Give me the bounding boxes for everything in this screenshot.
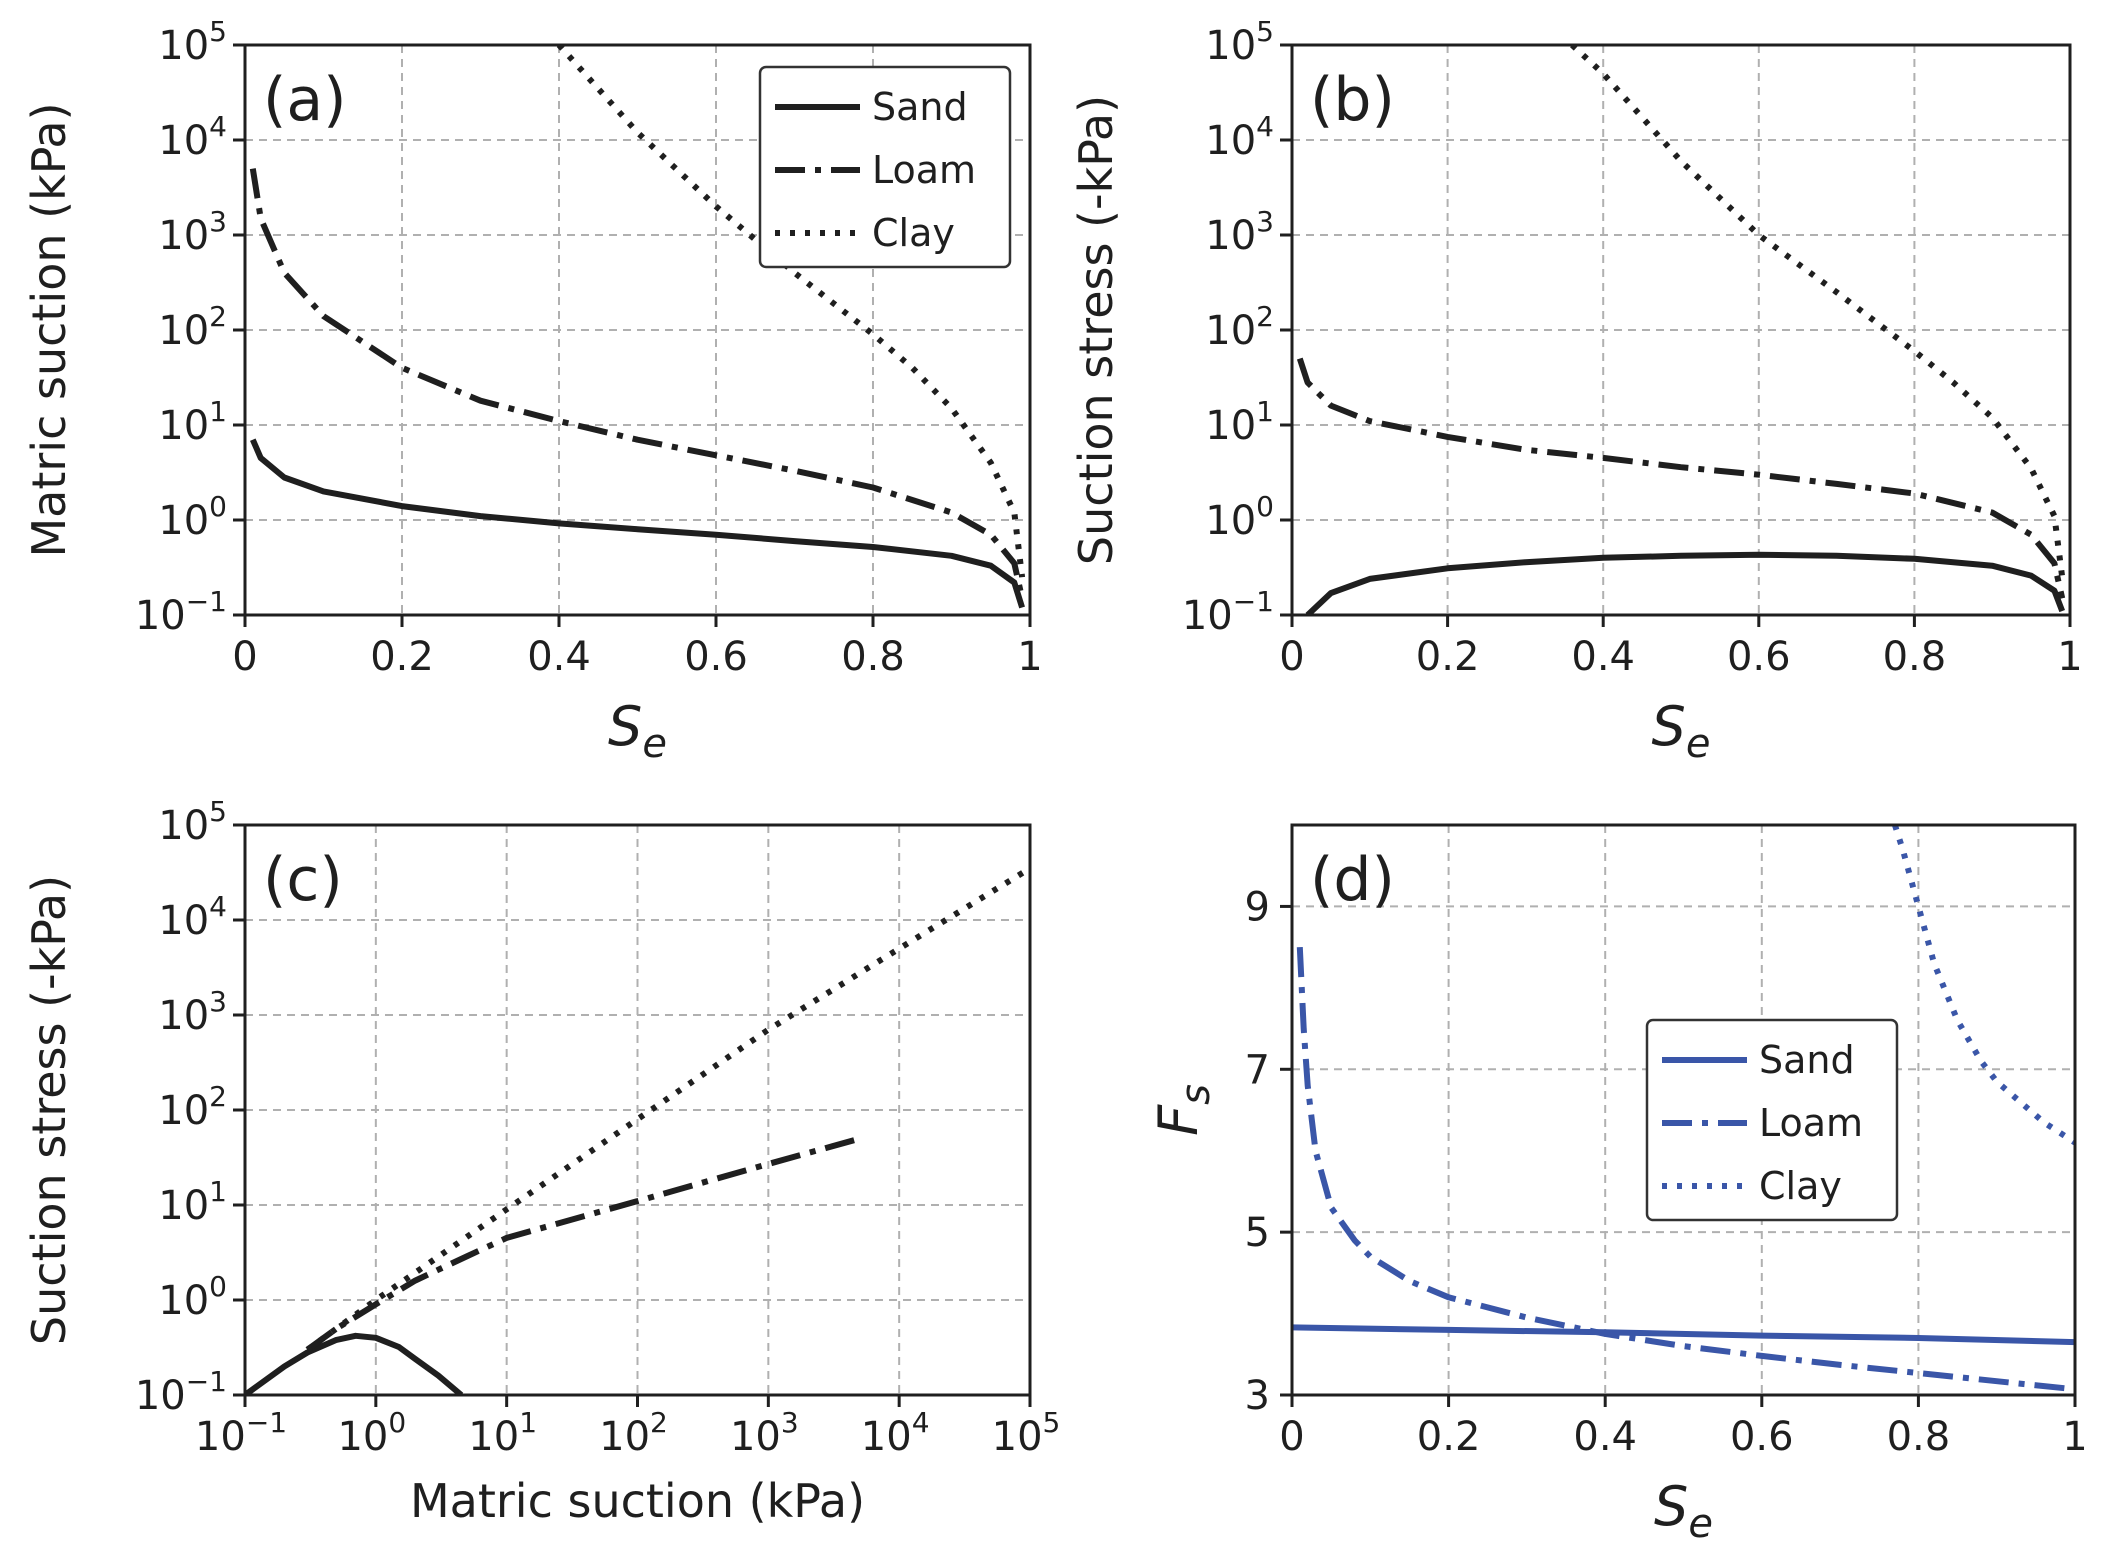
y-tick-label: 10−1: [135, 1365, 227, 1419]
x-tick-label: 1: [1017, 634, 1042, 680]
series-line-loam: [1296, 946, 2075, 1393]
series-line-loam: [249, 168, 1026, 599]
x-tick-label: 0.8: [1887, 1414, 1951, 1460]
series-line-sand: [1292, 1324, 2075, 1346]
y-tick-label: 102: [158, 300, 227, 354]
y-tick-label: 104: [158, 890, 227, 944]
panel-tag: (a): [263, 65, 347, 135]
y-tick-label: 101: [158, 395, 227, 449]
y-tick-label: 103: [158, 205, 227, 259]
panel-c: 10−1 100 101 102 103 104 105 10−1 100 101 102 103 10…: [22, 795, 1060, 1528]
x-tick-label: 0.2: [370, 634, 434, 680]
panel-a: 0 0.2 0.4 0.6 0.8 1 10−1 100 101 102 103 104 105 (a) S…: [22, 15, 1043, 767]
legend-label-clay: Clay: [1759, 1164, 1842, 1208]
x-tick-label: 0.4: [1571, 634, 1635, 680]
series-line-clay: [1570, 45, 2066, 578]
y-tick-label: 105: [158, 15, 227, 69]
series-line-sand: [245, 1332, 464, 1395]
x-tick-label: 0.4: [1573, 1414, 1637, 1460]
legend-label-sand: Sand: [872, 85, 968, 129]
x-tick-label: 0.8: [1883, 634, 1947, 680]
y-tick-label: 9: [1245, 884, 1270, 930]
series-line-sand: [1305, 551, 2066, 615]
panel-b: 0 0.2 0.4 0.6 0.8 1 10−1 100 101 102 103 104 105 (b) S…: [1069, 15, 2083, 767]
y-tick-label: 102: [1205, 300, 1274, 354]
y-tick-label: 102: [158, 1080, 227, 1134]
legend-label-clay: Clay: [872, 211, 955, 255]
y-axis-label: Suction stress (-kPa): [22, 875, 76, 1345]
y-tick-label: 5: [1245, 1210, 1270, 1256]
y-axis-label: Suction stress (-kPa): [1069, 95, 1123, 565]
plot-frame: [243, 43, 1032, 617]
legend-box: [1645, 1018, 1899, 1222]
y-tick-label: 10−1: [135, 585, 227, 639]
x-tick-label: 0.6: [1727, 634, 1791, 680]
x-tick-label: 0: [1279, 1414, 1304, 1460]
panel-tag: (b): [1310, 65, 1395, 135]
legend: Sand Loam Clay: [758, 65, 1012, 269]
series-line-clay: [1892, 825, 2075, 1146]
y-tick-label: 10−1: [1182, 585, 1274, 639]
x-tick-label: 105: [992, 1406, 1061, 1460]
x-axis-label: Se: [1652, 695, 1711, 767]
x-axis-label: Se: [608, 695, 667, 767]
x-tick-label: 1: [2057, 634, 2082, 680]
y-tick-label: 100: [158, 490, 227, 544]
series-line-clay: [556, 45, 1026, 578]
legend-label-loam: Loam: [872, 148, 976, 192]
x-tick-label: 102: [599, 1406, 668, 1460]
x-tick-label: 103: [730, 1406, 799, 1460]
plot-frame: [243, 823, 1032, 1397]
legend: Sand Loam Clay: [1645, 1018, 1899, 1222]
plot-frame: [1290, 823, 2077, 1397]
x-axis-label: Matric suction (kPa): [410, 1474, 865, 1528]
y-tick-label: 100: [158, 1270, 227, 1324]
y-tick-label: 3: [1245, 1373, 1270, 1419]
x-tick-label: 0.8: [841, 634, 905, 680]
x-tick-label: 0.6: [684, 634, 748, 680]
series-line-loam: [305, 1135, 861, 1353]
x-tick-label: 101: [468, 1406, 537, 1460]
y-tick-label: 104: [158, 110, 227, 164]
x-tick-label: 0.2: [1417, 1414, 1481, 1460]
y-axis-label: Fs: [1147, 1084, 1219, 1136]
x-tick-label: 100: [337, 1406, 406, 1460]
x-tick-label: 0.6: [1730, 1414, 1794, 1460]
x-tick-label: 0.2: [1416, 634, 1480, 680]
x-tick-label: 0.4: [527, 634, 591, 680]
panel-tag: (d): [1310, 845, 1395, 915]
y-tick-label: 103: [1205, 205, 1274, 259]
legend-label-sand: Sand: [1759, 1038, 1855, 1082]
y-axis-label: Matric suction (kPa): [22, 102, 76, 557]
y-tick-label: 103: [158, 985, 227, 1039]
series-line-loam: [1296, 357, 2066, 599]
series-line-sand: [250, 438, 1025, 609]
x-tick-label: 0: [232, 634, 257, 680]
panel-d: 0 0.2 0.4 0.6 0.8 1 3 5 7 9 (d) Se Fs Sand Loam Clay: [1147, 823, 2088, 1547]
x-tick-label: 104: [861, 1406, 930, 1460]
y-tick-label: 7: [1245, 1047, 1270, 1093]
plot-frame: [1290, 43, 2072, 617]
legend-box: [758, 65, 1012, 269]
x-axis-label: Se: [1654, 1475, 1713, 1547]
x-tick-label: 0: [1279, 634, 1304, 680]
y-tick-label: 100: [1205, 490, 1274, 544]
x-tick-label: 10−1: [195, 1406, 287, 1460]
legend-label-loam: Loam: [1759, 1101, 1863, 1145]
y-tick-label: 101: [1205, 395, 1274, 449]
panel-tag: (c): [263, 845, 343, 915]
y-tick-label: 105: [158, 795, 227, 849]
y-tick-label: 101: [158, 1175, 227, 1229]
x-tick-label: 1: [2062, 1414, 2087, 1460]
y-tick-label: 105: [1205, 15, 1274, 69]
y-tick-label: 104: [1205, 110, 1274, 164]
